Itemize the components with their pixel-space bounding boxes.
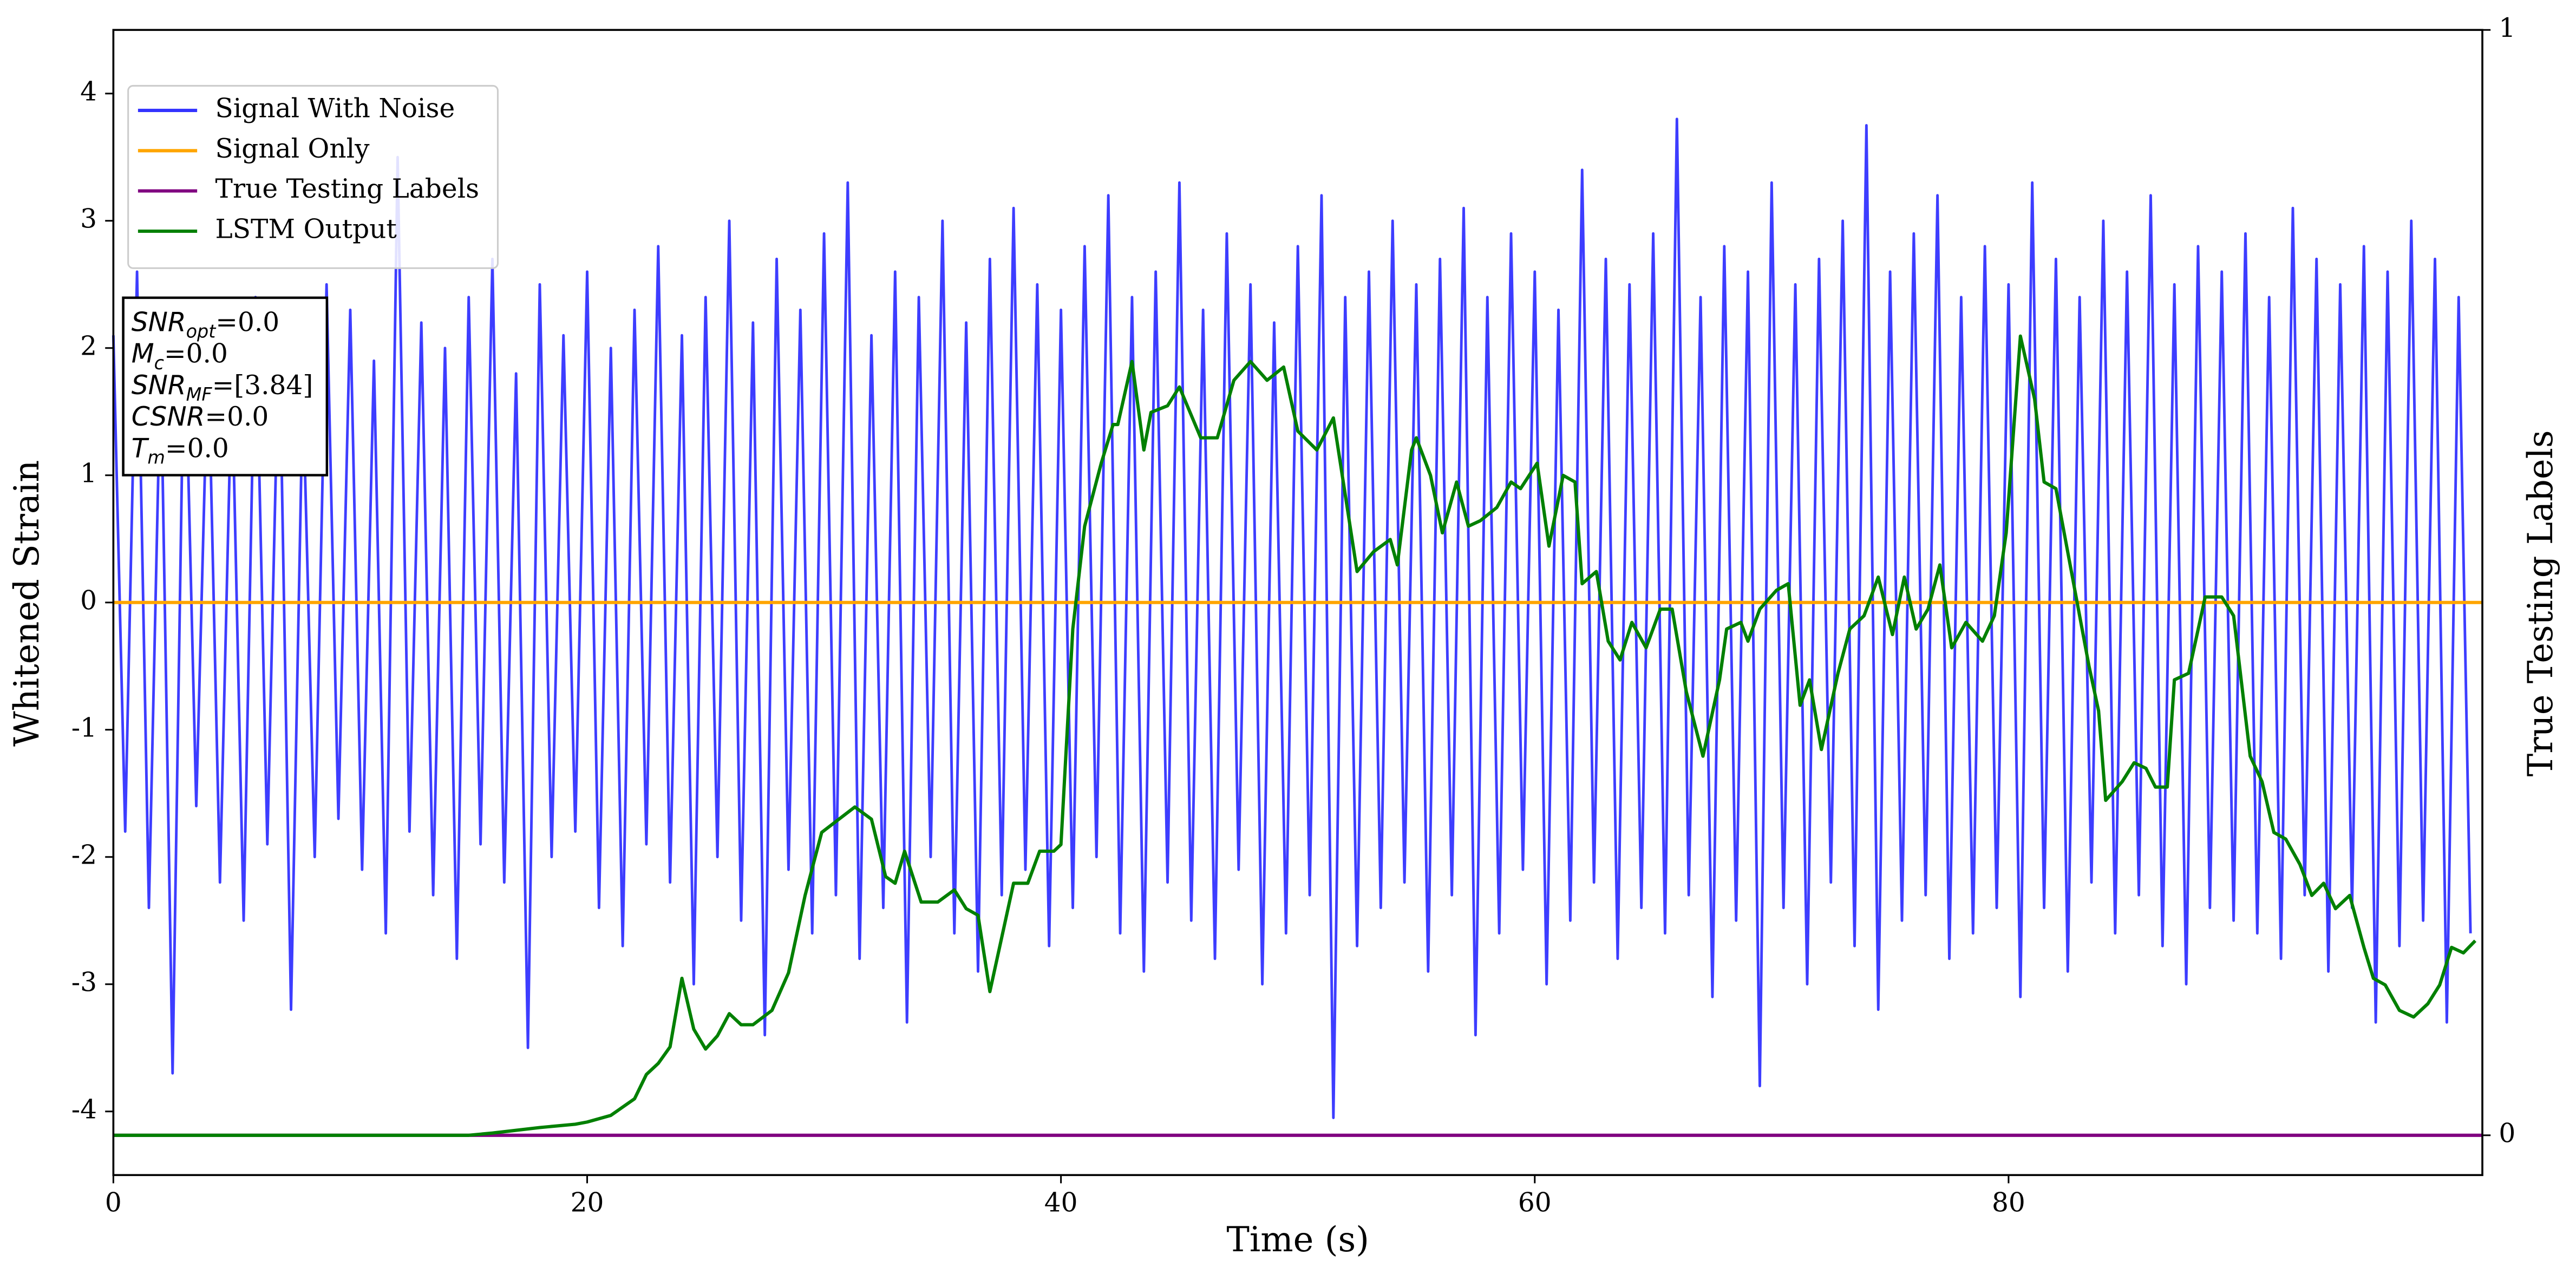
annotation-symbol: CSNR: [132, 402, 205, 432]
y-tick-label: 2: [80, 331, 97, 361]
annotation: Tm=0.0: [132, 433, 229, 468]
y-tick-label: 4: [80, 76, 97, 107]
annotation-subscript: MF: [186, 384, 213, 405]
legend: Signal With Noise Signal Only True Testing…: [127, 84, 499, 269]
annotation-value: =[3.84]: [212, 370, 313, 400]
annotation-subscript: c: [154, 352, 164, 373]
annotation-symbol: SNR: [132, 370, 186, 401]
x-tick-label: 60: [1518, 1187, 1552, 1218]
y-axis-title: Whitened Strain: [7, 460, 47, 747]
annotation-value: =0.0: [164, 338, 228, 369]
series-line: [113, 334, 2477, 1137]
y-tick-label: 0: [80, 585, 97, 616]
annotation-symbol: T: [132, 433, 149, 463]
annotation-value: =0.0: [215, 307, 279, 337]
annotation-subscript: m: [147, 447, 165, 468]
legend-label: Signal With Noise: [215, 93, 455, 123]
x-tick-label: 80: [1992, 1187, 2025, 1218]
annotation: SNRopt=0.0: [132, 307, 279, 342]
annotation-value: =0.0: [165, 433, 229, 463]
x-tick-label: 40: [1044, 1187, 1078, 1218]
x-tick-label: 0: [105, 1187, 122, 1218]
y2-tick-label: 1: [2499, 13, 2515, 43]
y-tick-label: 3: [80, 204, 97, 234]
y-tick-label: -4: [71, 1094, 97, 1125]
y-tick-label: 1: [80, 458, 97, 488]
x-tick-label: 20: [571, 1187, 604, 1218]
x-axis-title: Time (s): [1226, 1220, 1369, 1260]
y-tick-label: -3: [71, 967, 97, 997]
y-tick-label: -1: [71, 713, 97, 743]
annotation-value: =0.0: [205, 402, 269, 432]
legend-box: [127, 84, 499, 269]
y-tick-label: -2: [71, 840, 97, 870]
annotation-symbol: M: [132, 339, 154, 369]
legend-label: LSTM Output: [215, 214, 397, 244]
annotation-symbol: SNR: [132, 307, 186, 337]
annotation: Mc=0.0: [132, 338, 228, 373]
annotation-subscript: opt: [186, 321, 217, 342]
annotation-box: SNRopt=0.0Mc=0.0SNRMF=[3.84]CSNR=0.0Tm=0…: [122, 296, 329, 476]
annotation: SNRMF=[3.84]: [132, 370, 313, 404]
series-line: [112, 117, 2472, 1119]
annotation: CSNR=0.0: [132, 402, 269, 433]
y2-axis-title: True Testing Labels: [2521, 430, 2561, 776]
legend-label: Signal Only: [215, 134, 370, 164]
legend-label: True Testing Labels: [215, 174, 480, 204]
y2-tick-label: 0: [2499, 1118, 2515, 1148]
annotation-frame: [122, 296, 329, 476]
